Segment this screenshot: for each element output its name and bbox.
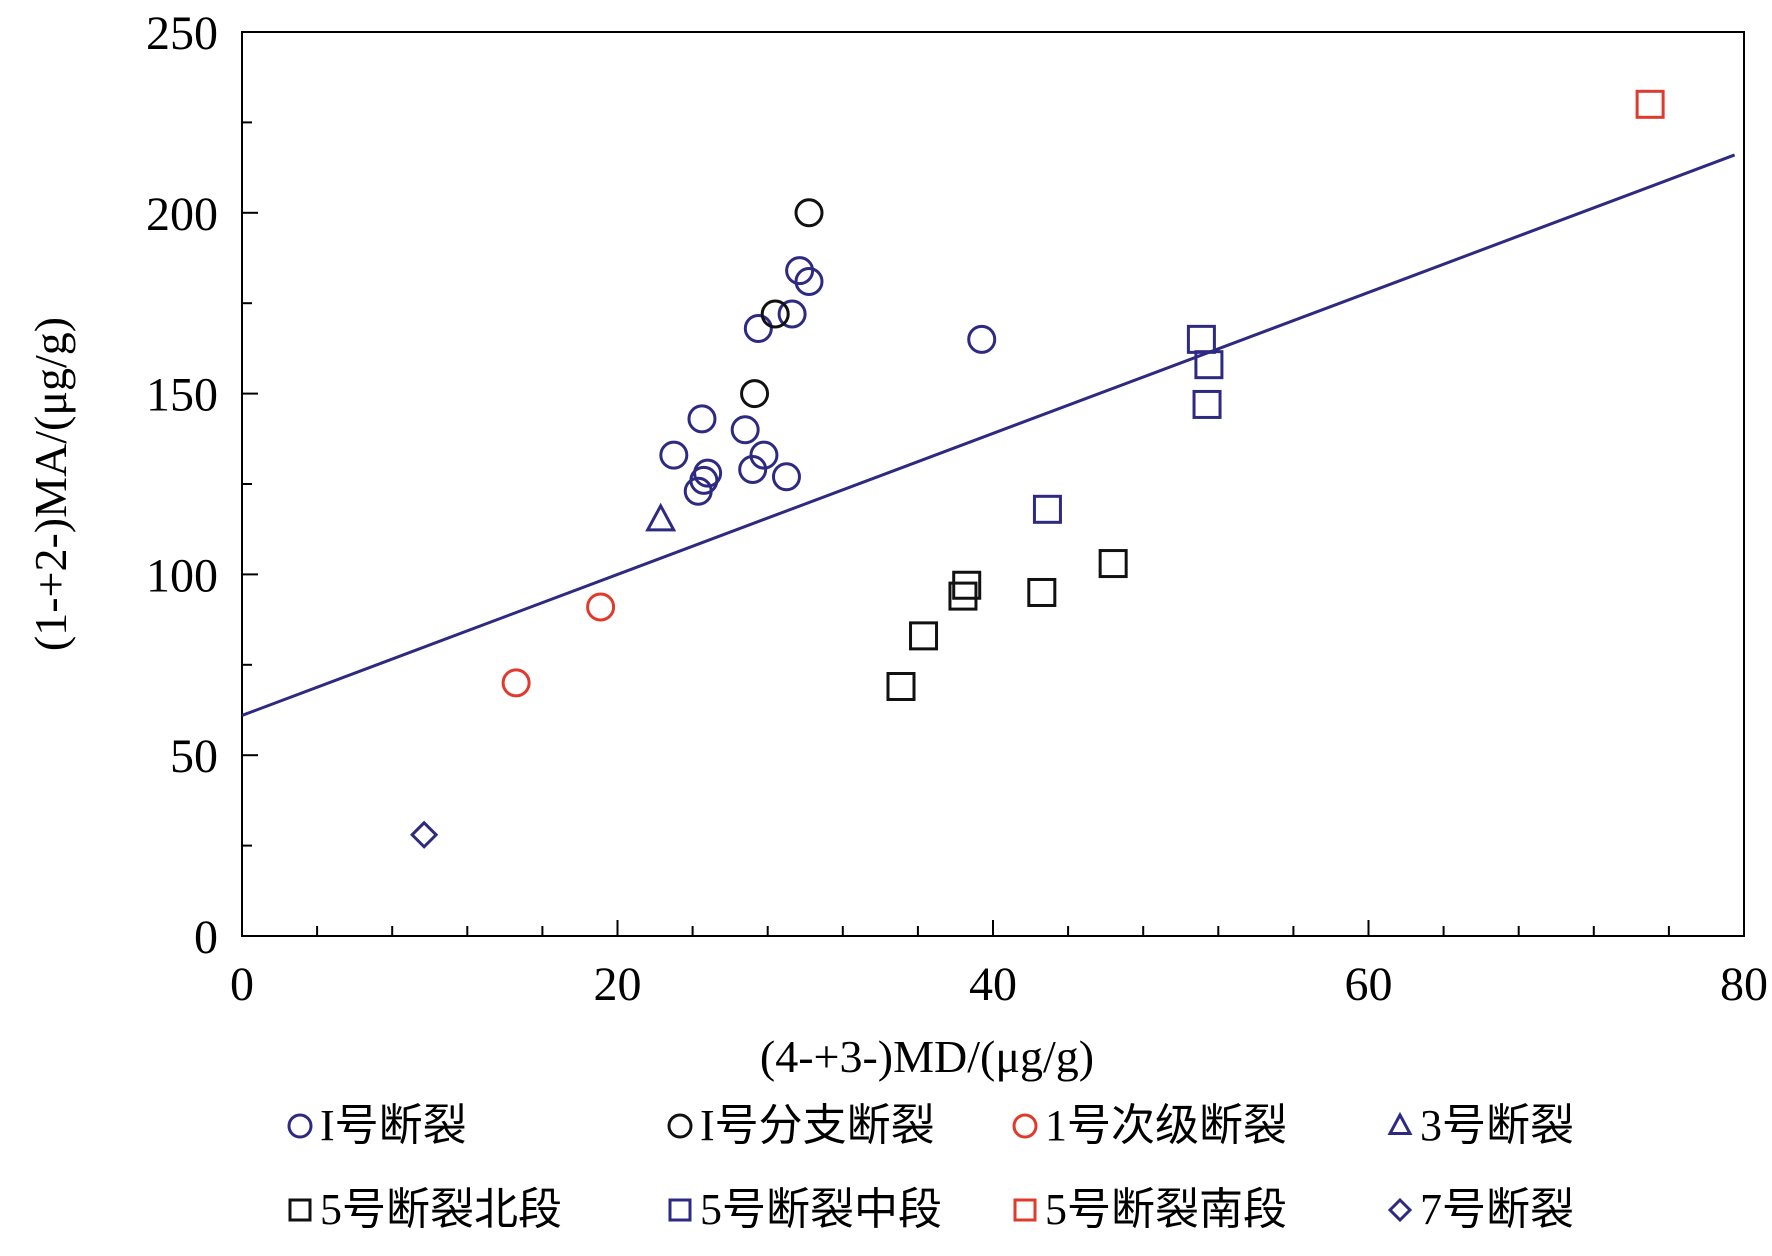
axis-ticks <box>241 31 1745 937</box>
data-point <box>738 455 768 485</box>
legend-label: 7号断裂 <box>1420 1185 1574 1234</box>
data-point <box>1635 89 1665 119</box>
x-tick-label: 80 <box>1720 958 1768 1011</box>
legend-label: 5号断裂南段 <box>1045 1185 1287 1234</box>
data-point <box>730 415 760 445</box>
legend-label: 1号次级断裂 <box>1045 1101 1287 1150</box>
legend-label: I号分支断裂 <box>700 1101 935 1150</box>
legend-marker <box>1012 1113 1038 1139</box>
data-point <box>1186 324 1216 354</box>
data-point <box>886 671 916 701</box>
legend-marker <box>1387 1197 1413 1223</box>
y-axis-title: (1-+2-)MA/(μg/g) <box>25 317 76 651</box>
x-tick-label: 40 <box>969 958 1017 1011</box>
data-point <box>948 581 978 611</box>
data-point <box>687 404 717 434</box>
data-point <box>771 462 801 492</box>
x-tick-label: 20 <box>594 958 642 1011</box>
data-point <box>749 440 779 470</box>
data-point <box>659 440 689 470</box>
axis-tick-labels: 0 20 40 60 80 0 50 100 150 200 250 <box>146 7 1768 1011</box>
data-point <box>1032 494 1062 524</box>
y-tick-label: 150 <box>146 369 218 422</box>
legend-marker <box>288 1198 312 1222</box>
legend-label: I号断裂 <box>320 1101 467 1150</box>
y-tick-label: 0 <box>194 911 218 964</box>
data-point <box>1192 389 1222 419</box>
legend-marker <box>1387 1111 1413 1135</box>
data-point <box>794 267 824 297</box>
legend-label: 5号断裂中段 <box>700 1185 942 1234</box>
x-axis-title: (4-+3-)MD/(μg/g) <box>760 1031 1094 1082</box>
data-point <box>785 256 815 286</box>
legend-label: 5号断裂北段 <box>320 1185 562 1234</box>
data-point <box>909 621 939 651</box>
legend: I号断裂 I号分支断裂 1号次级断裂 3号断裂 5号断裂北段 5号断裂中段 5号断裂南段 7号… <box>287 1101 1574 1234</box>
data-point <box>760 299 790 329</box>
legend-marker <box>1013 1198 1037 1222</box>
x-tick-label: 0 <box>230 958 254 1011</box>
data-points <box>409 89 1665 849</box>
legend-marker <box>667 1113 693 1139</box>
data-point <box>740 379 770 409</box>
legend-marker <box>668 1198 692 1222</box>
y-tick-label: 250 <box>146 7 218 60</box>
y-tick-label: 50 <box>170 730 218 783</box>
trend-line <box>241 153 1736 717</box>
data-point <box>777 299 807 329</box>
data-point <box>586 592 616 622</box>
legend-marker <box>287 1113 313 1139</box>
data-point <box>683 476 713 506</box>
data-point <box>794 198 824 228</box>
data-point <box>501 668 531 698</box>
data-point <box>1027 577 1057 607</box>
data-point <box>645 502 677 532</box>
data-point <box>952 570 982 600</box>
plot-frame <box>241 31 1745 937</box>
data-point <box>1194 350 1224 380</box>
data-point <box>967 324 997 354</box>
data-point <box>409 820 439 849</box>
y-tick-label: 100 <box>146 549 218 602</box>
data-point <box>743 314 773 344</box>
y-tick-label: 200 <box>146 188 218 241</box>
data-point <box>1098 549 1128 579</box>
legend-label: 3号断裂 <box>1420 1101 1574 1150</box>
x-tick-label: 60 <box>1345 958 1393 1011</box>
